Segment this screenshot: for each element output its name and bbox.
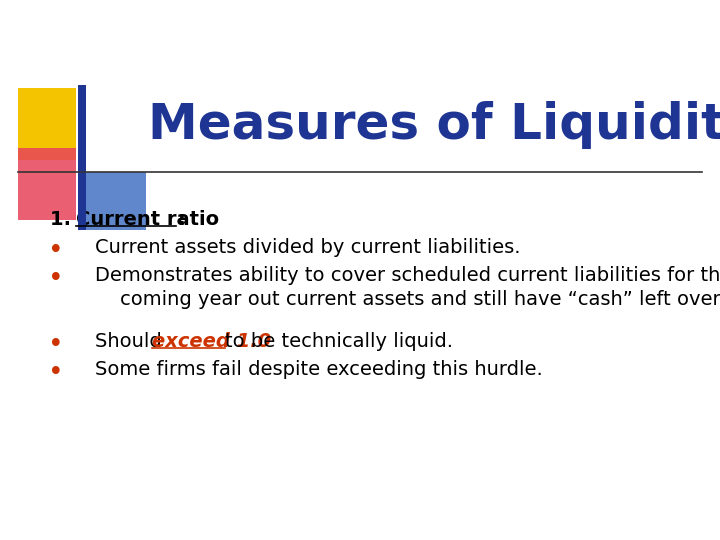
- Text: •: •: [48, 360, 63, 386]
- Bar: [18, 148, 76, 220]
- Text: Current assets divided by current liabilities.: Current assets divided by current liabil…: [95, 238, 521, 257]
- Text: :: :: [178, 210, 186, 229]
- Text: 1.: 1.: [50, 210, 78, 229]
- Text: •: •: [48, 332, 63, 358]
- Bar: [18, 88, 76, 160]
- Text: Current ratio: Current ratio: [76, 210, 219, 229]
- Bar: [78, 85, 86, 230]
- Text: Some firms fail despite exceeding this hurdle.: Some firms fail despite exceeding this h…: [95, 360, 543, 379]
- Text: •: •: [48, 238, 63, 264]
- Bar: [78, 172, 146, 230]
- Text: exceed 1.0: exceed 1.0: [152, 332, 271, 351]
- Text: •: •: [48, 266, 63, 292]
- Text: Measures of Liquidity: Measures of Liquidity: [148, 101, 720, 149]
- Text: Demonstrates ability to cover scheduled current liabilities for the
    coming y: Demonstrates ability to cover scheduled …: [95, 266, 720, 309]
- Text: Should: Should: [95, 332, 168, 351]
- Text: to be technically liquid.: to be technically liquid.: [225, 332, 453, 351]
